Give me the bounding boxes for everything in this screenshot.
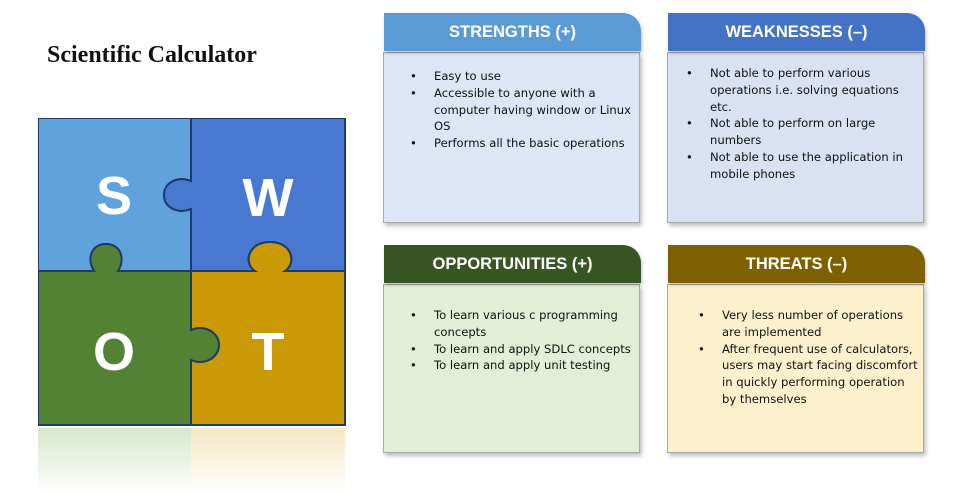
strengths-header: STRENGTHS (+) (384, 13, 641, 51)
weaknesses-header: WEAKNESSES (–) (668, 13, 925, 51)
weaknesses-card: WEAKNESSES (–) Not able to perform vario… (667, 13, 925, 223)
puzzle-letter-t: T (252, 322, 285, 382)
threats-list: Very less number of operations are imple… (698, 307, 922, 408)
threats-card: THREATS (–) Very less number of operatio… (667, 245, 925, 453)
puzzle-letter-s: S (96, 166, 132, 226)
swot-puzzle: S W O T (38, 118, 346, 426)
list-item: Not able to use the application in mobil… (686, 149, 920, 183)
list-item: Accessible to anyone with a computer hav… (410, 85, 634, 135)
opportunities-list: To learn various c programming concepts … (410, 307, 634, 374)
weaknesses-list: Not able to perform various operations i… (686, 65, 920, 183)
strengths-card: STRENGTHS (+) Easy to use Accessible to … (383, 13, 641, 223)
puzzle-piece-t (190, 240, 346, 426)
list-item: Not able to perform on large numbers (686, 115, 920, 149)
puzzle-letter-w: W (243, 168, 294, 228)
list-item: After frequent use of calculators, users… (698, 341, 922, 408)
list-item: To learn various c programming concepts (410, 307, 634, 341)
list-item: Not able to perform various operations i… (686, 65, 920, 115)
list-item: To learn and apply SDLC concepts (410, 341, 634, 358)
puzzle-letter-o: O (93, 322, 135, 382)
strengths-list: Easy to use Accessible to anyone with a … (410, 68, 634, 152)
list-item: Performs all the basic operations (410, 135, 634, 152)
opportunities-card: OPPORTUNITIES (+) To learn various c pro… (383, 245, 641, 453)
opportunities-header: OPPORTUNITIES (+) (384, 245, 641, 283)
list-item: Easy to use (410, 68, 634, 85)
list-item: Very less number of operations are imple… (698, 307, 922, 341)
list-item: To learn and apply unit testing (410, 357, 634, 374)
threats-header: THREATS (–) (668, 245, 925, 283)
puzzle-reflection (38, 428, 348, 493)
page-title: Scientific Calculator (47, 42, 257, 68)
